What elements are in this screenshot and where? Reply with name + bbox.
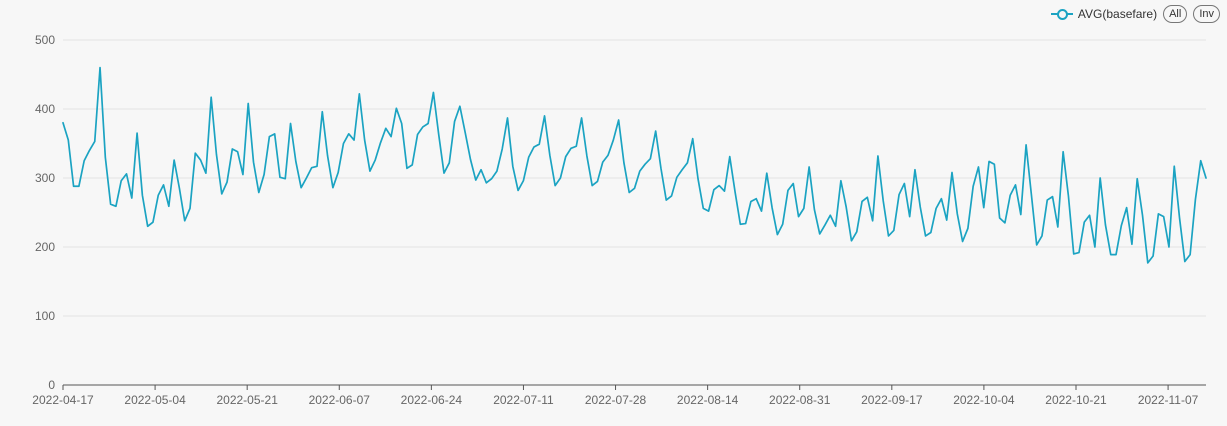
x-tick-label: 2022-05-21 — [216, 393, 278, 407]
legend-line-icon — [1050, 8, 1073, 20]
select-all-button[interactable]: All — [1163, 5, 1188, 23]
legend-series-label: AVG(basefare) — [1077, 7, 1158, 21]
x-tick-label: 2022-10-21 — [1045, 393, 1107, 407]
y-tick-label: 100 — [35, 309, 55, 323]
x-tick-label: 2022-09-17 — [861, 393, 923, 407]
x-tick-label: 2022-06-07 — [309, 393, 371, 407]
y-tick-label: 300 — [35, 171, 55, 185]
x-tick-label: 2022-05-04 — [124, 393, 186, 407]
x-tick-label: 2022-06-24 — [401, 393, 463, 407]
y-tick-label: 200 — [35, 240, 55, 254]
x-tick-label: 2022-08-14 — [677, 393, 739, 407]
y-tick-label: 0 — [48, 378, 55, 392]
legend-item-basefare[interactable]: AVG(basefare) — [1050, 7, 1158, 21]
series-line-basefare — [62, 66, 1207, 264]
x-tick-label: 2022-04-17 — [32, 393, 94, 407]
x-tick-label: 2022-11-07 — [1138, 393, 1199, 407]
y-tick-label: 400 — [35, 102, 55, 116]
x-tick-label: 2022-10-04 — [953, 393, 1015, 407]
y-tick-label: 500 — [35, 33, 55, 47]
x-tick-label: 2022-08-31 — [769, 393, 831, 407]
x-tick-label: 2022-07-28 — [585, 393, 647, 407]
legend: AVG(basefare) All Inv — [1050, 5, 1220, 23]
x-tick-label: 2022-07-11 — [493, 393, 554, 407]
invert-selection-button[interactable]: Inv — [1193, 5, 1220, 23]
